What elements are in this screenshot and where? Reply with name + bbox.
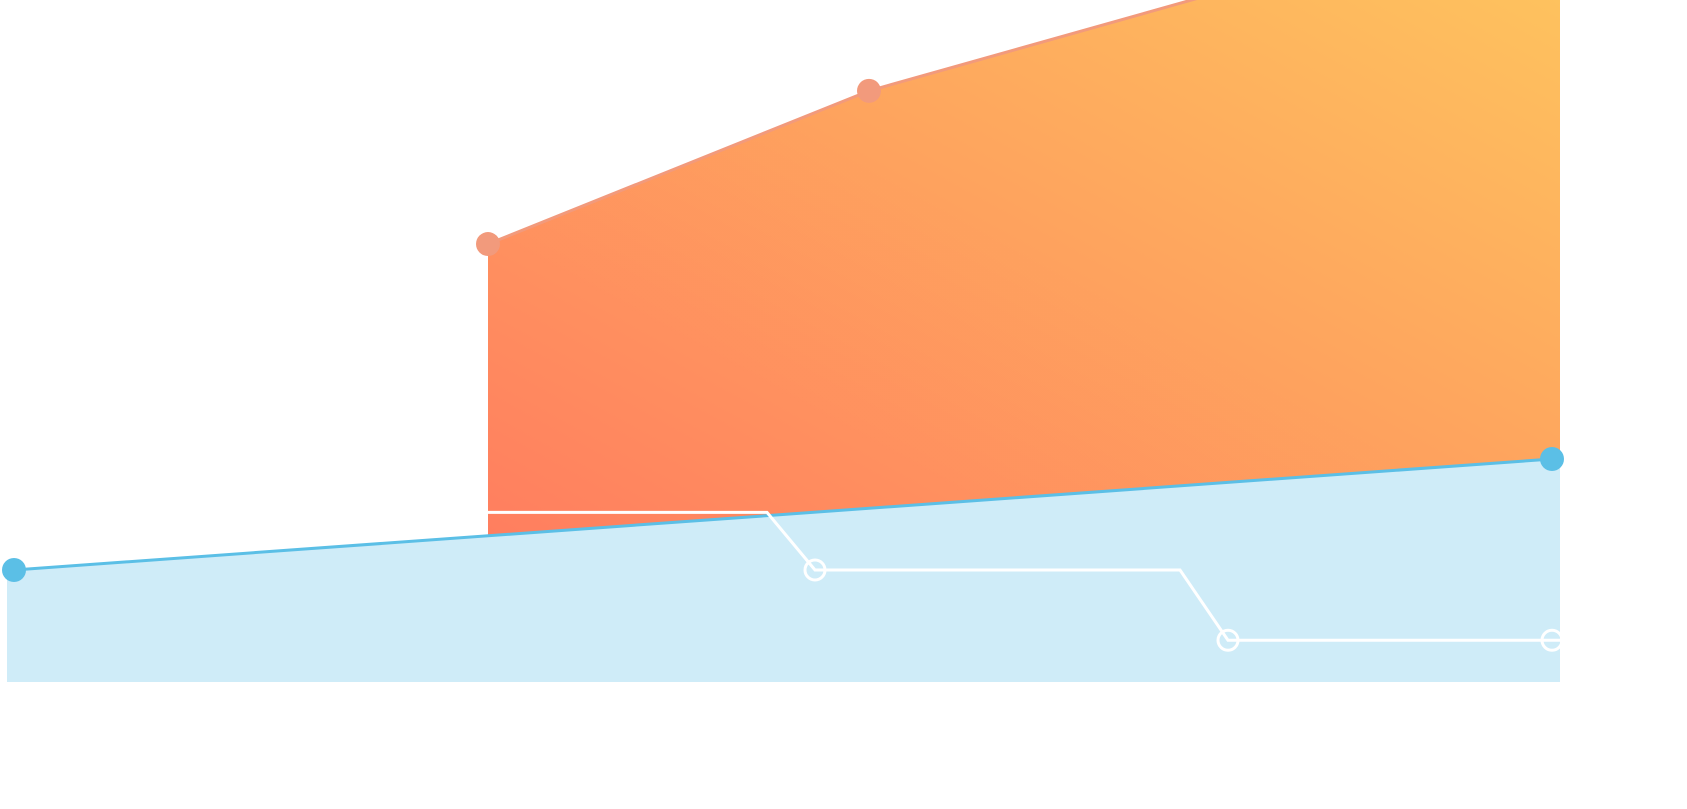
orange-series-line	[487, 0, 1198, 246]
series-lines-group	[13, 0, 1560, 642]
data-markers-group	[2, 78, 1564, 652]
white-step-marker	[1540, 628, 1564, 652]
orange-area-fill	[488, 0, 1560, 536]
blue-point-marker	[1540, 447, 1564, 471]
area-fills-group	[7, 0, 1560, 682]
white-step-line	[488, 510, 1560, 642]
blue-series-line	[13, 457, 1553, 572]
orange-point-marker	[857, 78, 881, 103]
white-step-marker	[803, 558, 827, 582]
white-step-marker	[1216, 628, 1240, 652]
blue-point-marker	[2, 558, 26, 582]
blue-area-fill	[7, 458, 1560, 682]
orange-point-marker	[476, 232, 500, 257]
